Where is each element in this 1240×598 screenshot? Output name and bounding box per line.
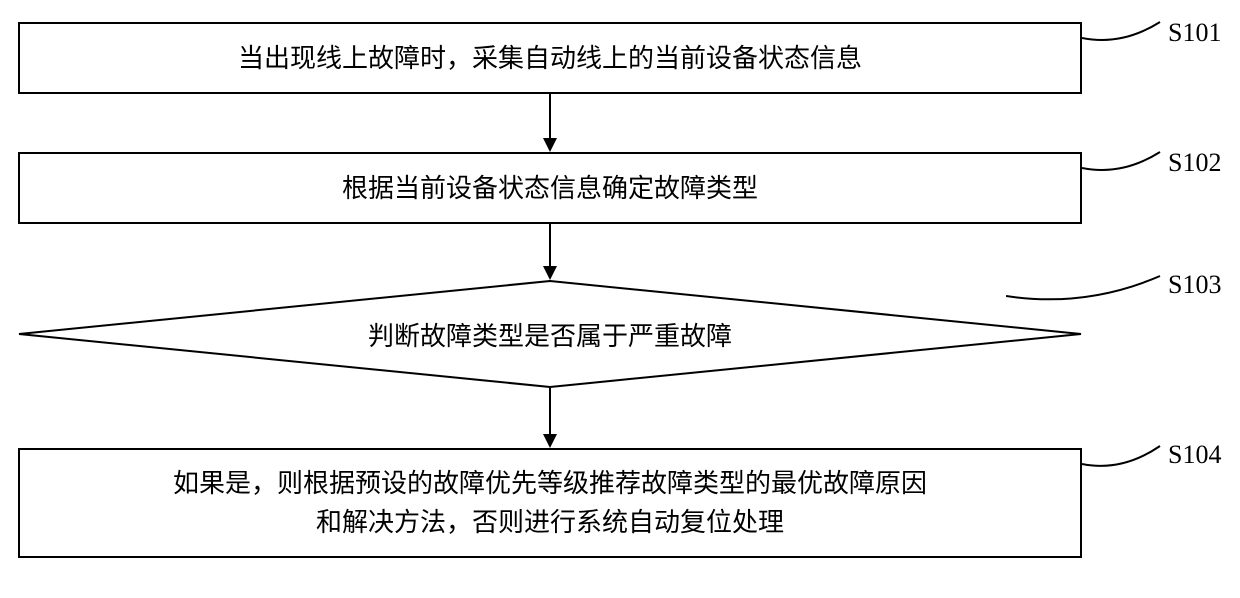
callout-s103	[1006, 266, 1172, 308]
step-s104-line2: 和解决方法，否则进行系统自动复位处理	[316, 508, 784, 537]
callout-s101	[1082, 14, 1172, 50]
step-s101-text: 当出现线上故障时，采集自动线上的当前设备状态信息	[238, 39, 862, 78]
step-s102-box: 根据当前设备状态信息确定故障类型	[18, 152, 1082, 224]
label-s101: S101	[1168, 18, 1221, 48]
step-s103-text: 判断故障类型是否属于严重故障	[368, 316, 732, 353]
arrow-3-line	[549, 388, 551, 434]
arrow-2-line	[549, 224, 551, 266]
arrow-1-head	[543, 138, 557, 152]
arrow-2-head	[543, 266, 557, 280]
callout-s102	[1082, 144, 1172, 180]
step-s104-box: 如果是，则根据预设的故障优先等级推荐故障类型的最优故障原因 和解决方法，否则进行…	[18, 448, 1082, 558]
label-s102: S102	[1168, 148, 1221, 178]
step-s101-box: 当出现线上故障时，采集自动线上的当前设备状态信息	[18, 22, 1082, 94]
flowchart-canvas: 当出现线上故障时，采集自动线上的当前设备状态信息 S101 根据当前设备状态信息…	[0, 0, 1240, 598]
step-s102-text: 根据当前设备状态信息确定故障类型	[342, 169, 758, 208]
step-s104-text: 如果是，则根据预设的故障优先等级推荐故障类型的最优故障原因 和解决方法，否则进行…	[173, 464, 927, 542]
step-s104-line1: 如果是，则根据预设的故障优先等级推荐故障类型的最优故障原因	[173, 469, 927, 498]
arrow-3-head	[543, 434, 557, 448]
callout-s104	[1082, 436, 1172, 476]
label-s103: S103	[1168, 270, 1221, 300]
arrow-1-line	[549, 94, 551, 138]
label-s104: S104	[1168, 440, 1221, 470]
step-s103-diamond: 判断故障类型是否属于严重故障	[18, 280, 1082, 388]
